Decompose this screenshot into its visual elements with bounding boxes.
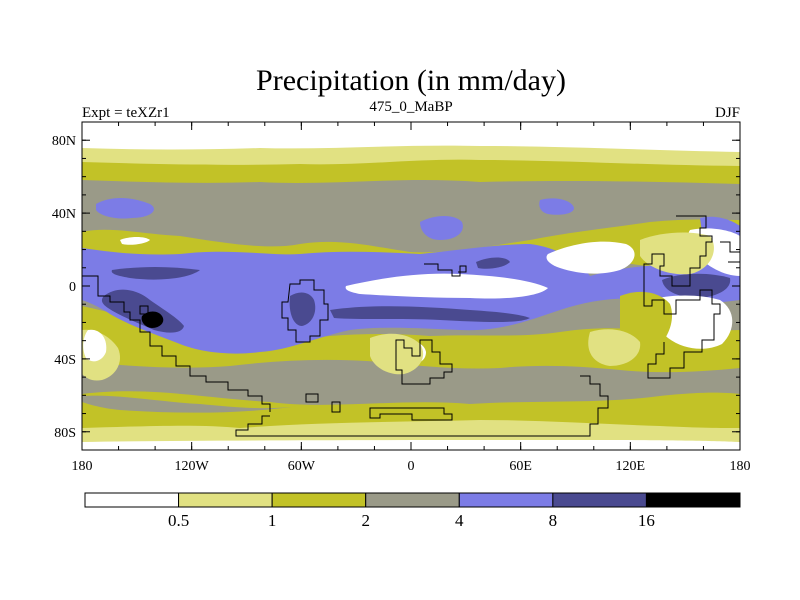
- x-tick-label: 180: [730, 459, 751, 474]
- precip-region-ne-05-1: [640, 232, 714, 275]
- coastlines: [82, 215, 740, 437]
- colorbar-swatch: [552, 492, 647, 508]
- precip-region-max-gt16: [141, 311, 164, 328]
- coastline-south-america: [281, 279, 329, 343]
- y-tick-label: 80N: [52, 134, 76, 149]
- time-label: 475_0_MaBP: [369, 99, 452, 115]
- coastline-south-mid: [369, 407, 453, 421]
- coastline-east-inner: [720, 241, 740, 263]
- y-tick-label: 0: [69, 280, 76, 295]
- x-tick-label: 180: [72, 459, 93, 474]
- experiment-label: Expt = teXZr1: [82, 105, 170, 121]
- precip-region-n30-4-8: [420, 216, 463, 240]
- coastline-island-2: [331, 401, 341, 413]
- map-plot-area: [82, 122, 740, 450]
- colorbar-label: 2: [361, 511, 370, 530]
- y-axis: 80N 40N 0 40S 80S: [52, 121, 740, 451]
- precip-region-n-atlantic-8-16: [476, 257, 510, 269]
- precip-region-south-america-8-16: [289, 292, 316, 326]
- coastline-south-east: [235, 375, 609, 437]
- colorbar-swatch: [271, 492, 367, 508]
- x-axis: 180 120W 60W 0 60E 120E 180: [72, 122, 751, 474]
- colorbar-label: 0.5: [168, 511, 189, 530]
- precip-region-n45-4-8: [539, 198, 574, 215]
- colorbar-swatch: [178, 492, 273, 508]
- y-tick-label: 40N: [52, 207, 76, 222]
- y-tick-label: 40S: [54, 353, 76, 368]
- x-tick-label: 120E: [616, 459, 646, 474]
- precip-region-s-atlantic-8-16: [330, 306, 530, 322]
- colorbar-swatch: [458, 492, 554, 508]
- coastline-africa: [424, 263, 467, 277]
- precip-region-equator-8-16: [111, 267, 200, 280]
- x-tick-label: 60W: [288, 459, 316, 474]
- coastline-island-1: [305, 393, 319, 403]
- y-tick-label: 80S: [54, 426, 76, 441]
- precip-region-n-dry-2: [546, 241, 635, 274]
- precip-region-sw-pacific-8-16: [101, 289, 184, 333]
- colorbar-label: 8: [549, 511, 558, 530]
- precip-region-se2-05-1: [588, 329, 641, 366]
- colorbar-swatch: [365, 492, 460, 508]
- x-tick-label: 0: [408, 459, 415, 474]
- precip-region-equatorial-dry: [345, 273, 548, 299]
- precip-region-e-8-16: [662, 273, 731, 298]
- colorbar: 0.5 1 2 4 8 16: [84, 492, 741, 530]
- precip-region-south-grey-2-4: [82, 395, 300, 413]
- coastline-south-africa: [395, 339, 453, 385]
- colorbar-label: 16: [638, 511, 655, 530]
- x-tick-label: 120W: [175, 459, 210, 474]
- precip-region-w-dry: [83, 329, 107, 362]
- coastline-east-continent: [643, 215, 721, 379]
- coastline-island-3: [139, 305, 149, 315]
- coastline-sw-continent: [82, 275, 271, 412]
- chart-title: Precipitation (in mm/day): [256, 64, 566, 97]
- precip-region-sc-05-1: [370, 333, 424, 375]
- x-tick-label: 60E: [509, 459, 532, 474]
- precip-region-n40-4-8: [96, 198, 154, 219]
- colorbar-swatch: [645, 492, 741, 508]
- colorbar-label: 1: [268, 511, 277, 530]
- precip-region-north-lt05: [82, 122, 740, 152]
- colorbar-label: 4: [455, 511, 464, 530]
- colorbar-swatch: [84, 492, 180, 508]
- season-label: DJF: [715, 105, 740, 121]
- precip-region-n-dry-1: [120, 237, 150, 245]
